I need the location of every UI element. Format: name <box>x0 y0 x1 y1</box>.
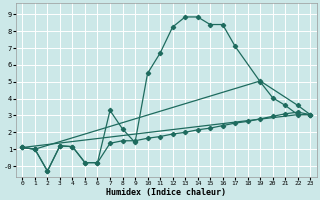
X-axis label: Humidex (Indice chaleur): Humidex (Indice chaleur) <box>106 188 226 197</box>
